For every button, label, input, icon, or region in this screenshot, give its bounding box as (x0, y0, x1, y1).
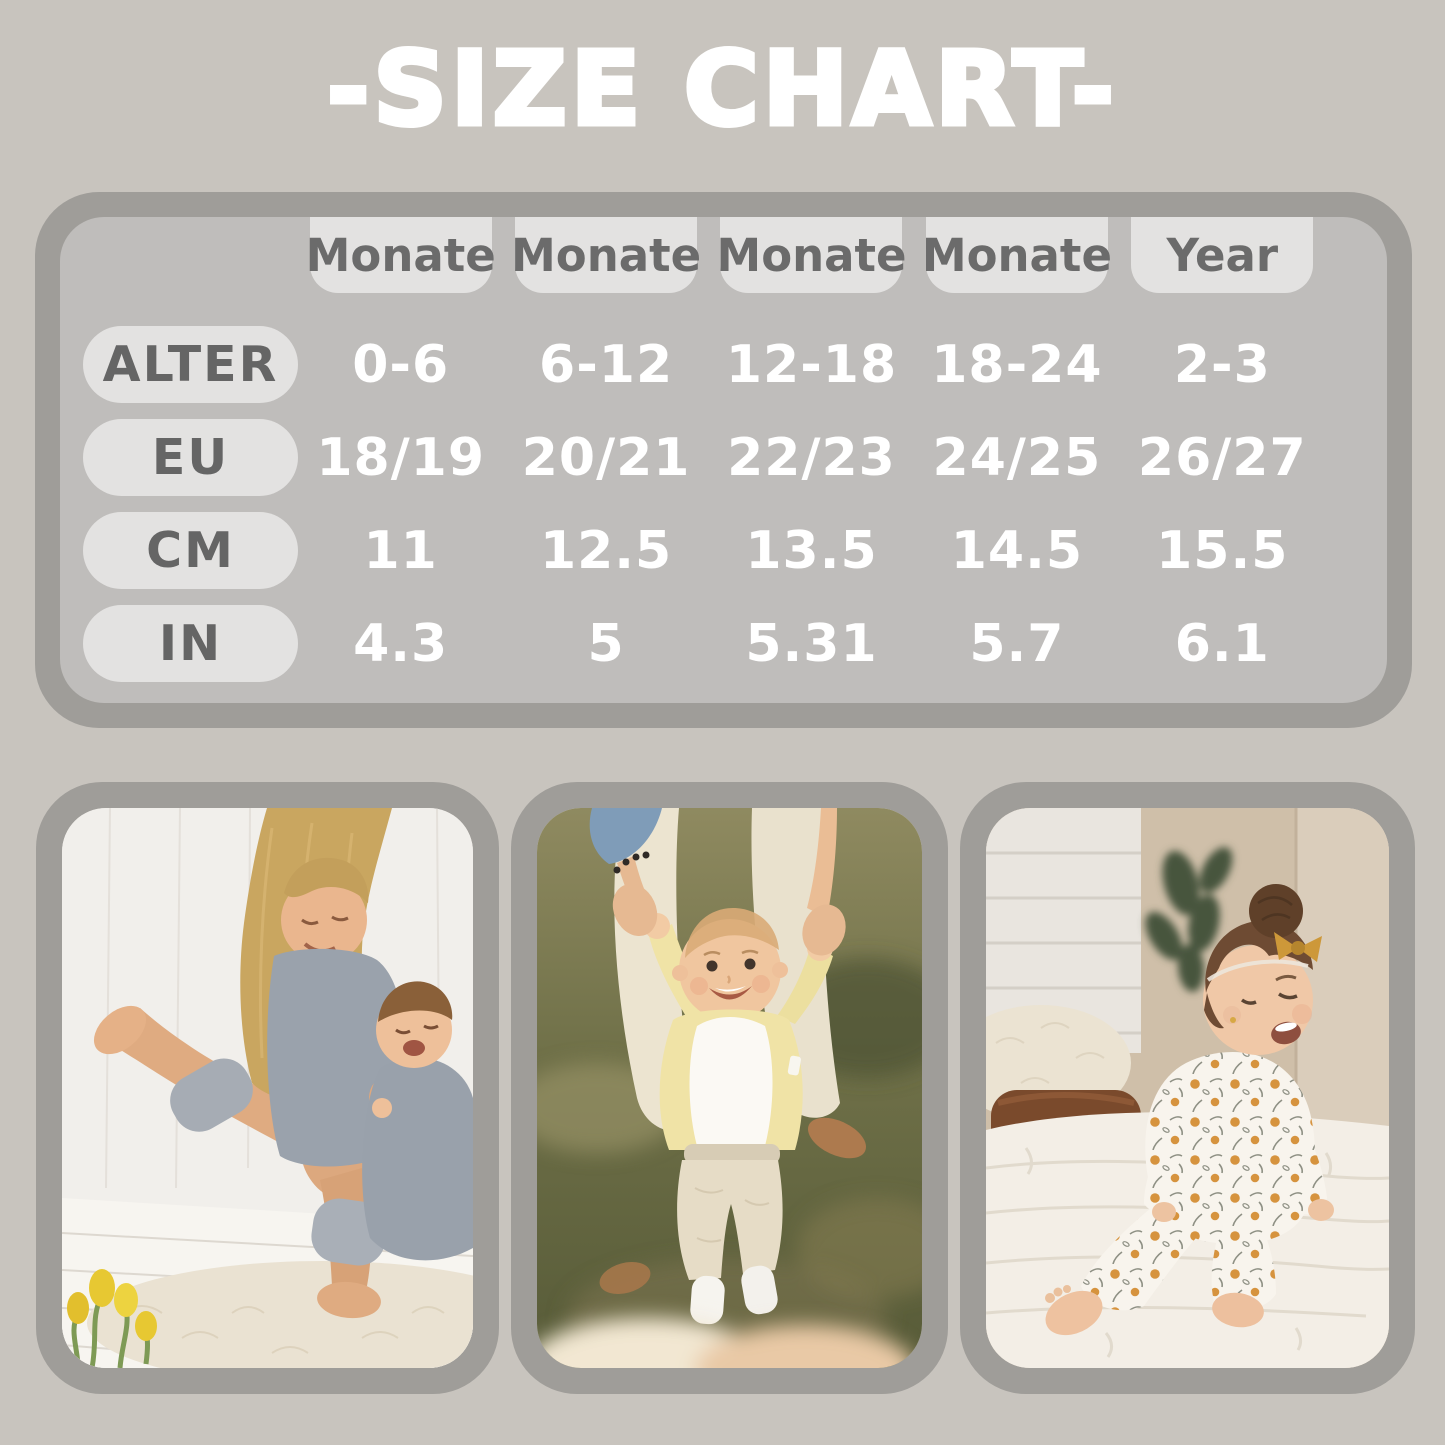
table-row-cm: CM 11 12.5 13.5 14.5 15.5 (83, 512, 1325, 589)
column-header-monate-4: Monate (922, 217, 1112, 293)
column-header-monate-2: Monate (511, 217, 701, 293)
page-title: -SIZE CHART- (325, 28, 1118, 152)
photo-baby-walking (537, 808, 922, 1368)
photo-frame-mother-child (36, 782, 499, 1394)
table-cell: 5.7 (969, 613, 1065, 674)
column-header-monate-1: Monate (306, 217, 496, 293)
row-label-in: IN (83, 605, 298, 682)
size-chart-panel: Monate Monate Monate Monate Year ALTER 0… (60, 217, 1387, 703)
table-cell: 14.5 (950, 520, 1084, 581)
header-spacer (83, 217, 298, 293)
photo-mother-child-image (62, 808, 473, 1368)
table-cell: 20/21 (521, 427, 691, 488)
table-cell: 12-18 (725, 334, 898, 395)
size-chart-table: Monate Monate Monate Monate Year ALTER 0… (35, 192, 1412, 728)
table-cell: 12.5 (539, 520, 673, 581)
photo-row (36, 782, 1416, 1394)
photo-toddler-bed-image (986, 808, 1389, 1368)
row-label-alter: ALTER (83, 326, 298, 403)
table-row-alter: ALTER 0-6 6-12 12-18 18-24 2-3 (83, 326, 1325, 403)
table-cell: 24/25 (932, 427, 1102, 488)
table-row-in: IN 4.3 5 5.31 5.7 6.1 (83, 605, 1325, 682)
table-cell: 5.31 (745, 613, 878, 674)
photo-toddler-bed (986, 808, 1389, 1368)
table-cell: 6.1 (1174, 613, 1270, 674)
table-body: ALTER 0-6 6-12 12-18 18-24 2-3 EU 18/19 … (83, 326, 1325, 682)
table-cell: 0-6 (352, 334, 450, 395)
photo-baby-walking-image (537, 808, 922, 1368)
table-cell: 5 (587, 613, 625, 674)
column-header-monate-3: Monate (716, 217, 907, 293)
table-cell: 6-12 (539, 334, 674, 395)
table-cell: 11 (363, 520, 438, 581)
table-cell: 15.5 (1156, 520, 1289, 581)
column-header-year: Year (1131, 217, 1314, 293)
table-cell: 2-3 (1173, 334, 1271, 395)
table-cell: 22/23 (727, 427, 896, 488)
table-cell: 18/19 (316, 427, 486, 488)
photo-frame-toddler-bed (960, 782, 1415, 1394)
table-row-eu: EU 18/19 20/21 22/23 24/25 26/27 (83, 419, 1325, 496)
table-cell: 26/27 (1137, 427, 1307, 488)
row-label-cm: CM (83, 512, 298, 589)
tulips (67, 1269, 157, 1368)
table-header-row: Monate Monate Monate Monate Year (83, 217, 1325, 293)
table-cell: 4.3 (353, 613, 449, 674)
table-cell: 18-24 (931, 334, 1103, 395)
table-cell: 13.5 (745, 520, 878, 581)
photo-frame-baby-walking (511, 782, 948, 1394)
row-label-eu: EU (83, 419, 298, 496)
photo-mother-child (62, 808, 473, 1368)
